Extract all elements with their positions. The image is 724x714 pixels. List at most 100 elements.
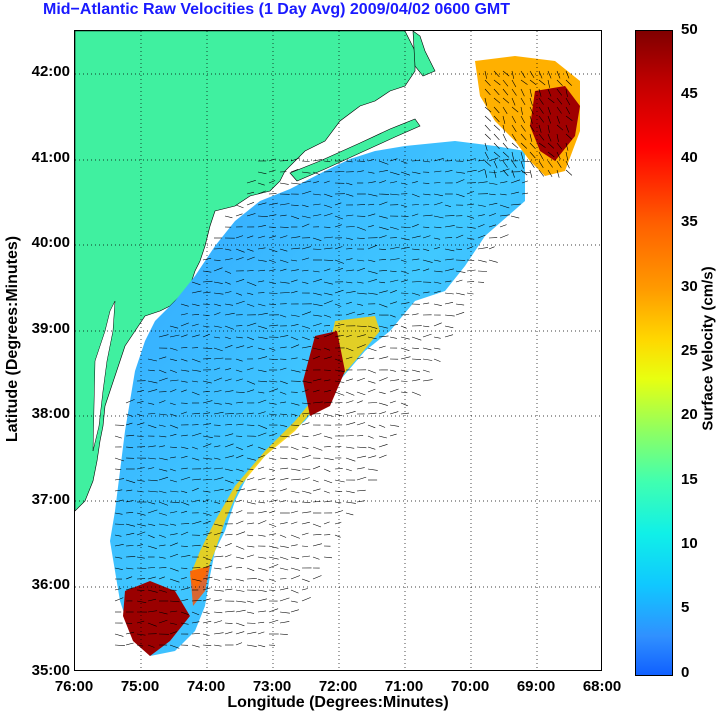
velocity-arrow — [433, 270, 443, 273]
velocity-arrow — [301, 369, 309, 372]
velocity-arrow — [235, 204, 244, 209]
velocity-arrow — [180, 587, 190, 591]
velocity-arrow — [246, 292, 254, 295]
velocity-arrow — [224, 413, 234, 415]
velocity-arrow — [125, 489, 133, 492]
velocity-arrow — [268, 235, 277, 239]
velocity-arrow — [268, 324, 279, 327]
velocity-arrow — [400, 246, 410, 250]
velocity-arrow — [389, 301, 397, 305]
colorbar-tick: 25 — [681, 342, 698, 359]
velocity-arrow — [367, 336, 377, 340]
velocity-arrow — [268, 578, 276, 582]
velocity-arrow — [169, 358, 177, 361]
velocity-arrow — [213, 523, 223, 527]
x-tick-label: 75:00 — [120, 678, 160, 695]
velocity-arrow — [511, 79, 517, 88]
velocity-arrow — [367, 388, 376, 393]
velocity-arrow — [466, 226, 476, 229]
velocity-arrow — [477, 181, 488, 184]
velocity-arrow — [301, 160, 310, 162]
velocity-arrow — [488, 157, 499, 162]
velocity-arrow — [224, 378, 232, 382]
velocity-arrow — [114, 544, 124, 547]
velocity-arrow — [547, 169, 553, 178]
velocity-arrow — [213, 325, 222, 328]
velocity-arrow — [224, 325, 235, 330]
velocity-arrow — [169, 446, 177, 448]
velocity-arrow — [378, 281, 386, 284]
velocity-arrow — [433, 322, 442, 327]
velocity-arrow — [323, 325, 331, 327]
velocity-arrow — [180, 567, 188, 569]
velocity-arrow — [202, 457, 213, 460]
velocity-arrow — [312, 314, 322, 317]
velocity-arrow — [312, 278, 322, 283]
velocity-arrow — [367, 279, 377, 283]
velocity-arrow — [312, 523, 322, 528]
y-axis-title: Latitude (Degrees:Minutes) — [4, 235, 21, 443]
velocity-arrow — [312, 193, 321, 196]
velocity-arrow — [125, 642, 134, 646]
velocity-arrow — [378, 356, 389, 360]
velocity-arrow — [257, 190, 266, 195]
velocity-arrow — [411, 369, 420, 373]
velocity-arrow — [136, 633, 146, 636]
velocity-arrow — [158, 445, 165, 448]
colorbar-tick: 20 — [681, 406, 698, 423]
velocity-arrow — [290, 521, 298, 525]
velocity-arrow — [466, 246, 474, 250]
velocity-arrow — [455, 193, 465, 197]
velocity-arrow — [180, 545, 188, 547]
velocity-arrow — [257, 424, 268, 429]
velocity-arrow — [279, 597, 290, 602]
velocity-arrow — [484, 88, 491, 96]
velocity-arrow — [246, 611, 255, 614]
velocity-arrow — [301, 588, 308, 591]
velocity-arrow — [268, 180, 276, 184]
velocity-arrow — [502, 115, 506, 124]
velocity-arrow — [158, 619, 168, 624]
velocity-arrow — [565, 70, 570, 79]
velocity-arrow — [400, 391, 408, 394]
velocity-arrow — [147, 424, 157, 429]
velocity-arrow — [125, 576, 133, 580]
velocity-arrow — [556, 142, 563, 150]
velocity-arrow — [213, 390, 222, 393]
velocity-arrow — [312, 303, 323, 307]
velocity-arrow — [312, 488, 321, 492]
velocity-arrow — [345, 378, 353, 382]
velocity-arrow — [136, 531, 146, 536]
velocity-arrow — [356, 237, 365, 239]
velocity-arrow — [147, 598, 157, 602]
velocity-arrow — [356, 325, 367, 327]
velocity-arrow — [147, 534, 155, 539]
velocity-arrow — [493, 97, 501, 104]
velocity-arrow — [224, 336, 231, 340]
velocity-arrow — [367, 292, 378, 295]
velocity-arrow — [246, 567, 255, 572]
velocity-arrow — [529, 97, 533, 106]
velocity-arrow — [169, 533, 178, 536]
velocity-arrow — [169, 325, 179, 329]
velocity-arrow — [202, 314, 210, 316]
velocity-arrow — [169, 631, 177, 635]
velocity-arrow — [191, 644, 200, 648]
velocity-arrow — [511, 88, 517, 96]
velocity-arrow — [224, 554, 232, 558]
velocity-arrow — [279, 467, 289, 470]
velocity-arrow — [158, 523, 169, 526]
map-plot-area[interactable] — [74, 30, 602, 671]
velocity-arrow — [235, 336, 243, 339]
velocity-arrow — [224, 479, 234, 484]
velocity-arrow — [279, 522, 288, 525]
velocity-arrow — [502, 97, 510, 104]
velocity-arrow — [411, 248, 420, 251]
velocity-arrow — [279, 346, 287, 349]
velocity-arrow — [257, 369, 267, 373]
velocity-arrow — [477, 214, 485, 217]
velocity-arrow — [455, 279, 463, 283]
y-tick-label: 35:00 — [31, 662, 70, 679]
velocity-arrow — [538, 88, 542, 97]
velocity-arrow — [290, 357, 298, 360]
